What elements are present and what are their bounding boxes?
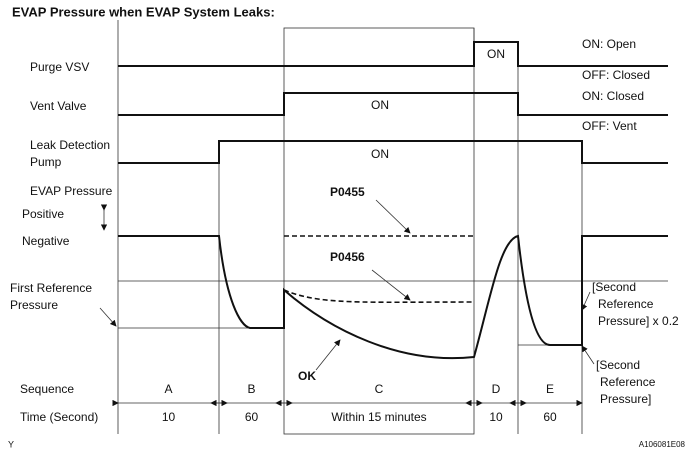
- annotation: P0455: [330, 185, 365, 199]
- annotation: Pressure]: [600, 392, 651, 406]
- on-label: ON: [371, 98, 389, 112]
- row-label: Purge VSV: [30, 60, 89, 74]
- state-label: OFF: Vent: [582, 119, 637, 133]
- annotation: OK: [298, 369, 316, 383]
- time-value: 60: [543, 410, 557, 424]
- sequence-step: C: [375, 382, 384, 396]
- sequence-step: D: [492, 382, 501, 396]
- title: EVAP Pressure when EVAP System Leaks:: [12, 4, 275, 19]
- annotation: Pressure] x 0.2: [598, 314, 679, 328]
- row-label: Time (Second): [20, 410, 98, 424]
- row-label: Negative: [22, 234, 70, 248]
- state-label: ON: Closed: [582, 89, 644, 103]
- annotation: Reference: [600, 375, 656, 389]
- state-label: ON: Open: [582, 37, 636, 51]
- time-value: 10: [162, 410, 176, 424]
- row-label: EVAP Pressure: [30, 184, 113, 198]
- state-label: OFF: Closed: [582, 68, 650, 82]
- annotation: P0456: [330, 250, 365, 264]
- row-label: Pressure: [10, 298, 58, 312]
- row-label: Leak Detection: [30, 138, 110, 152]
- annotation: [Second: [596, 358, 640, 372]
- row-label: Positive: [22, 207, 64, 221]
- layout: [99, 20, 668, 435]
- row-label: Pump: [30, 155, 62, 169]
- time-value: 10: [489, 410, 503, 424]
- annotation: Reference: [598, 297, 654, 311]
- annotation: [Second: [592, 280, 636, 294]
- sequence-step: A: [164, 382, 172, 396]
- row-label: Vent Valve: [30, 99, 87, 113]
- footer: A106081E08: [639, 440, 686, 449]
- row-label: Sequence: [20, 382, 74, 396]
- time-value: 60: [245, 410, 259, 424]
- row-label: First Reference: [10, 281, 92, 295]
- on-label: ON: [487, 47, 505, 61]
- columns: A B C D E 10 60 Within 15 minutes 10 60: [162, 382, 557, 424]
- time-value: Within 15 minutes: [331, 410, 426, 424]
- on-label: ON: [371, 147, 389, 161]
- sequence-step: E: [546, 382, 554, 396]
- footer: Y: [8, 439, 14, 449]
- sequence-step: B: [247, 382, 255, 396]
